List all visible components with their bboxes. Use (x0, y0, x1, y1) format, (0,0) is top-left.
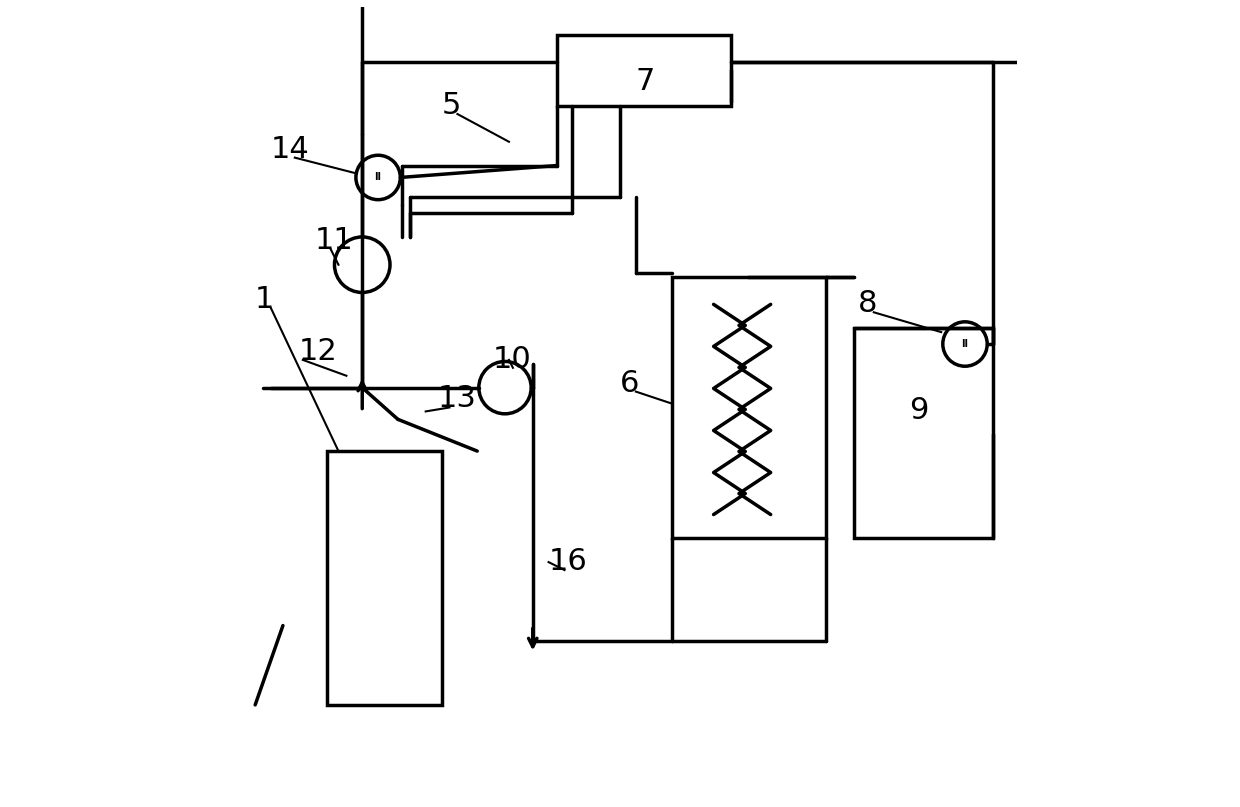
Text: 11: 11 (315, 226, 353, 255)
Bar (672, 277, 826, 538)
Text: 5: 5 (441, 91, 461, 120)
Text: 7: 7 (636, 67, 655, 96)
Text: 10: 10 (494, 345, 532, 374)
Text: 1: 1 (255, 286, 274, 315)
Text: 9: 9 (909, 396, 929, 425)
Text: 13: 13 (438, 384, 476, 413)
Text: II: II (374, 173, 382, 182)
Bar (326, 451, 441, 705)
Bar (557, 35, 732, 106)
Text: 6: 6 (620, 369, 640, 398)
Bar (854, 328, 993, 538)
Text: 12: 12 (299, 337, 337, 366)
Text: 14: 14 (272, 135, 310, 164)
Text: II: II (961, 339, 968, 349)
Text: 8: 8 (858, 289, 878, 318)
Text: 16: 16 (548, 547, 588, 576)
